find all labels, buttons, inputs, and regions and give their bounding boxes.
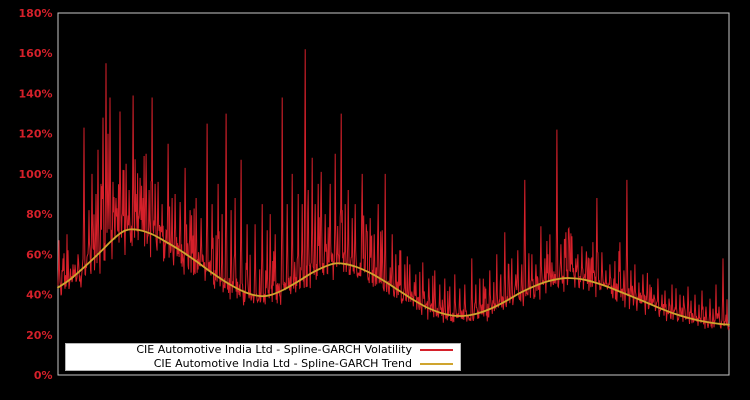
plot-border [57,12,730,376]
y-axis-tick-label: 140% [19,87,53,100]
legend-swatch-volatility-line [420,349,453,351]
legend-swatch-trend-line [420,363,453,365]
trend-line [57,228,730,326]
legend-entry-trend: CIE Automotive India Ltd - Spline-GARCH … [66,357,460,371]
legend-entry-volatility: CIE Automotive India Ltd - Spline-GARCH … [66,343,460,357]
y-axis-tick-label: 120% [19,128,53,141]
legend-label-volatility: CIE Automotive India Ltd - Spline-GARCH … [136,343,412,356]
y-axis-tick-label: 80% [26,208,52,221]
y-axis-tick-label: 0% [34,369,53,382]
y-axis-tick-label: 60% [26,248,52,261]
y-axis-tick-label: 160% [19,47,53,60]
legend: CIE Automotive India Ltd - Spline-GARCH … [65,343,461,371]
legend-label-trend: CIE Automotive India Ltd - Spline-GARCH … [153,357,412,370]
y-axis-tick-label: 180% [19,7,53,20]
volatility-line [57,49,730,331]
y-axis-tick-label: 40% [26,289,52,302]
y-axis-tick-label: 100% [19,168,53,181]
y-axis-tick-label: 20% [26,329,52,342]
